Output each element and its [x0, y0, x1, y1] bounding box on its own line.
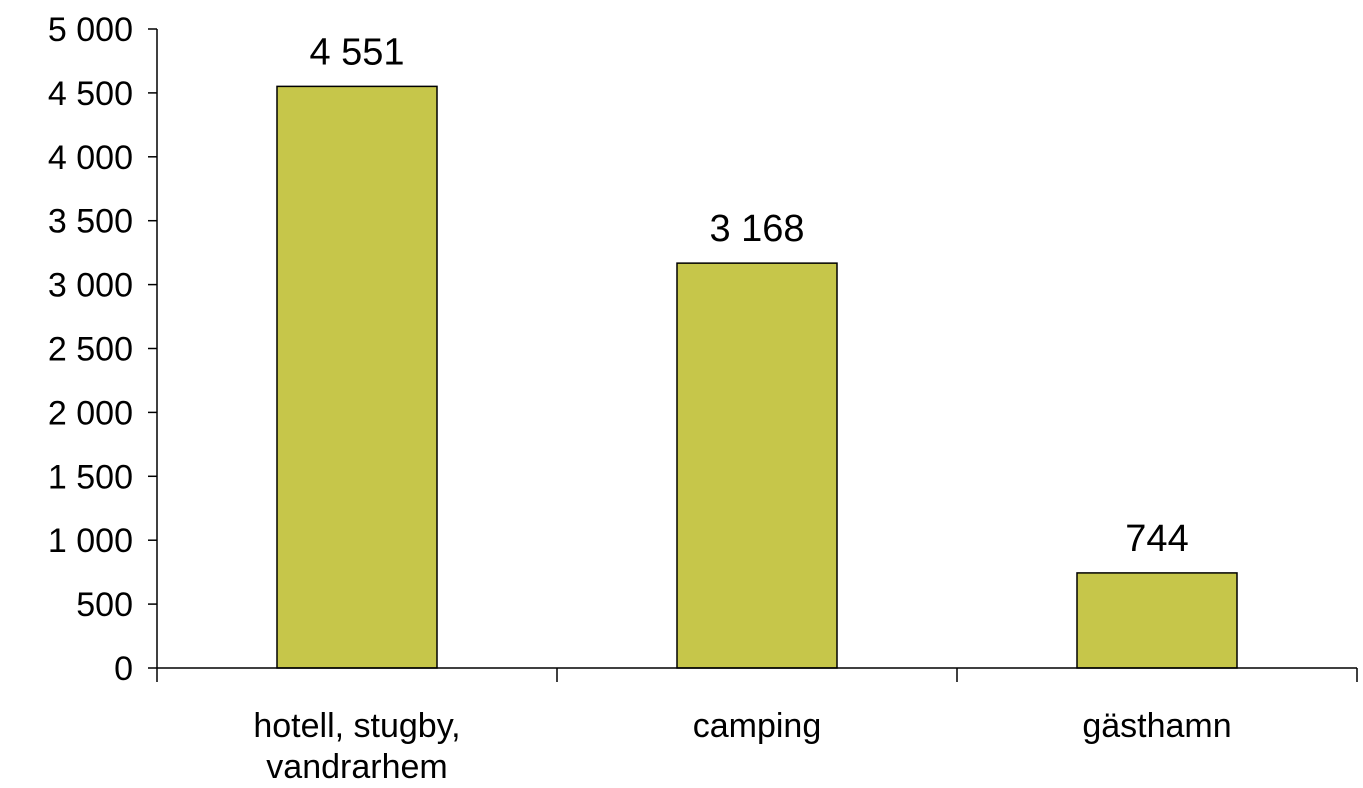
y-tick-label: 3 500: [48, 203, 133, 241]
y-tick-label: 1 500: [48, 458, 133, 496]
bar-value-label: 744: [1125, 518, 1188, 560]
y-tick-label: 3 000: [48, 267, 133, 305]
y-tick-label: 1 000: [48, 522, 133, 560]
x-category-label: gästhamn: [1082, 707, 1231, 745]
y-tick-label: 500: [76, 586, 133, 624]
bar: [276, 85, 438, 669]
labels: 4 551 hotell, stugby, vandrarhem 3 168 campi…: [253, 31, 1231, 786]
y-tick-label: 2 000: [48, 394, 133, 432]
bar-value-label: 3 168: [709, 208, 804, 250]
y-tick-label: 0: [114, 650, 133, 688]
y-axis-ticks: 0 500 1 000 1 500 2 000 2 500 3 000 3 500 4 000 4…: [48, 11, 157, 688]
y-tick-label: 2 500: [48, 331, 133, 369]
x-category-label: camping: [693, 707, 822, 745]
y-tick-label: 4 500: [48, 75, 133, 113]
bars: [276, 85, 1238, 669]
y-tick-label: 5 000: [48, 11, 133, 49]
bar: [1076, 572, 1238, 669]
x-category-label: hotell, stugby, vandrarhem: [253, 707, 460, 786]
bar-value-label: 4 551: [309, 31, 404, 73]
y-tick-label: 4 000: [48, 139, 133, 177]
axes: [156, 29, 1358, 682]
bar: [676, 262, 838, 669]
